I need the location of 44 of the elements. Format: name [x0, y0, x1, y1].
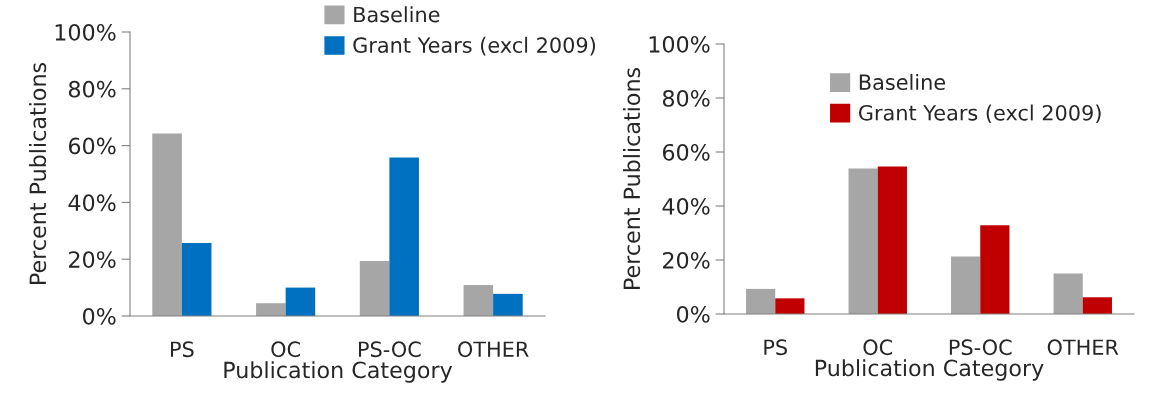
x-tick-label: PS — [764, 339, 787, 356]
y-tick-label: 0% — [677, 305, 710, 323]
legend-label: Grant Years (excl 2009) — [858, 104, 1101, 124]
y-tick-label: 40% — [68, 194, 116, 212]
bar — [877, 166, 907, 314]
bar — [848, 168, 878, 314]
bar — [463, 285, 494, 316]
bar — [359, 260, 390, 316]
bar — [951, 256, 981, 314]
bar — [152, 133, 182, 316]
y-tick-label: 40% — [662, 197, 710, 215]
bar — [181, 243, 212, 316]
y-tick-label: 60% — [68, 137, 116, 155]
bar — [389, 157, 419, 316]
x-axis-title: Publication Category — [815, 359, 1044, 381]
y-tick-label: 20% — [69, 251, 116, 268]
bar — [1053, 273, 1083, 314]
bar — [746, 288, 776, 314]
y-tick-label: 100% — [55, 23, 116, 41]
legend-label: Grant Years (excl 2009) — [353, 36, 595, 56]
x-tick-label: PS — [171, 341, 194, 358]
bar — [256, 303, 286, 316]
legend-label: Baseline — [859, 73, 946, 91]
y-axis-title: Percent Publications — [622, 67, 641, 289]
y-tick-label: 0% — [83, 307, 116, 325]
bar — [1082, 297, 1112, 314]
x-tick-label: PS-OC — [949, 339, 1012, 356]
bar — [493, 293, 523, 316]
y-tick-label: 100% — [649, 35, 710, 53]
x-tick-label: PS-OC — [359, 341, 421, 358]
x-axis-title: Publication Category — [224, 361, 453, 383]
y-tick-label: 80% — [68, 80, 116, 98]
y-axis-title: Percent Publications — [28, 62, 47, 284]
y-tick-label: 20% — [663, 251, 710, 269]
y-tick-label: 60% — [662, 143, 710, 161]
x-tick-label: OTHER — [1047, 339, 1119, 356]
y-tick-label: 80% — [662, 89, 710, 107]
bar — [980, 225, 1010, 314]
bar — [285, 287, 316, 316]
x-tick-label: OC — [271, 341, 300, 358]
bar — [775, 298, 805, 314]
legend-label: Baseline — [354, 6, 440, 23]
x-tick-label: OC — [863, 339, 893, 356]
x-tick-label: OTHER — [458, 341, 529, 358]
